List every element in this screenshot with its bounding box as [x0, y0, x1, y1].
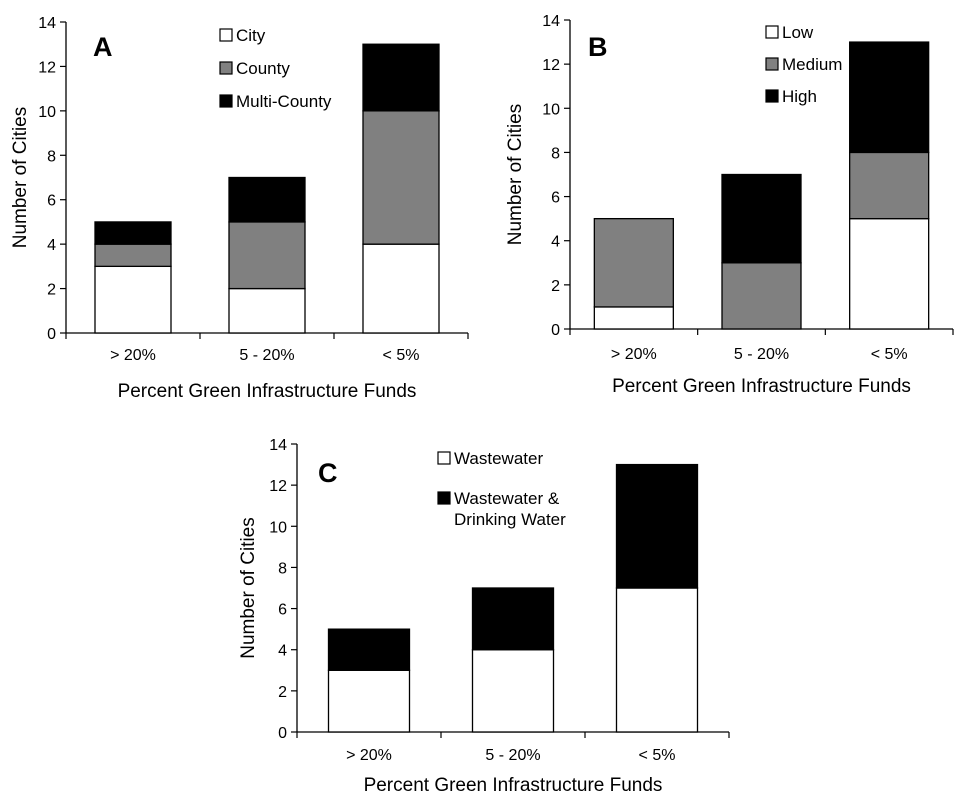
legend-swatch-county: [219, 61, 233, 75]
legend-label-high: High: [782, 87, 817, 106]
legend-label-multi-county: Multi-County: [236, 92, 332, 111]
bar-city-0: [94, 265, 172, 334]
x-tick-label-5-20: 5 - 20%: [239, 347, 294, 364]
legend-label-drinking-water: Drinking Water: [454, 510, 566, 529]
panel-a: 0 2 4 6 8 10 12 14 > 20% 5 - 20% < 5% Percent Green…: [10, 15, 469, 402]
y-axis-label: Number of Cities: [505, 104, 526, 246]
legend-label-wastewater: Wastewater: [454, 449, 543, 468]
y-tick-label-2: 2: [47, 282, 56, 299]
bar-county-2: [362, 110, 440, 245]
y-tick-label-14: 14: [542, 13, 560, 30]
y-tick-label-2: 2: [278, 684, 287, 701]
bar-city-2: [362, 243, 440, 334]
x-tick-label-5: < 5%: [639, 747, 676, 764]
y-tick-label-12: 12: [269, 478, 287, 495]
legend-swatch-low: [765, 25, 779, 39]
x-axis-label: Percent Green Infrastructure Funds: [118, 381, 417, 402]
legend-swatch-city: [219, 28, 233, 42]
bar-county-0: [94, 243, 172, 268]
y-tick-label-4: 4: [551, 234, 560, 251]
legend: Wastewater Wastewater & Drinking Water: [437, 449, 566, 529]
x-tick-label-5: < 5%: [871, 346, 908, 363]
legend-label-low: Low: [782, 23, 814, 42]
bar-medium-2: [849, 151, 930, 220]
bar-multi-county-2: [362, 43, 440, 112]
x-tick-label-5: < 5%: [383, 347, 420, 364]
bar-wastewater-drinking-water-0: [327, 628, 411, 671]
legend-label-wastewater: Wastewater &: [454, 489, 560, 508]
legend-label-county: County: [236, 59, 290, 78]
panel-letter-b: B: [588, 32, 608, 62]
x-axis-label: Percent Green Infrastructure Funds: [364, 775, 663, 795]
panel-letter-a: A: [93, 32, 113, 62]
y-tick-label-6: 6: [47, 193, 56, 210]
legend: City County Multi-County: [219, 26, 332, 111]
panel-c: 0 2 4 6 8 10 12 14 > 20% 5 - 20% < 5% Percent Green…: [238, 437, 730, 795]
x-tick-label-20: > 20%: [110, 347, 156, 364]
y-tick-label-6: 6: [278, 602, 287, 619]
bar-low-2: [849, 217, 930, 330]
bar-wastewater-1: [471, 649, 555, 733]
y-tick-label-14: 14: [269, 437, 287, 454]
y-tick-label-0: 0: [47, 326, 56, 343]
bar-county-1: [228, 221, 306, 290]
bar-low-0: [593, 306, 674, 330]
legend-label-city: City: [236, 26, 266, 45]
legend-swatch-wastewater-drinking-water: [437, 491, 451, 505]
bar-high-1: [721, 173, 802, 264]
panel-b: 0 2 4 6 8 10 12 14 > 20% 5 - 20% < 5% Percent Green…: [505, 13, 954, 397]
panel-letter-c: C: [318, 458, 338, 488]
bar-city-1: [228, 287, 306, 334]
legend-swatch-medium: [765, 57, 779, 71]
bar-high-2: [849, 41, 930, 154]
y-axis-label: Number of Cities: [238, 517, 259, 659]
bar-wastewater-0: [327, 669, 411, 733]
legend-swatch-wastewater: [437, 451, 451, 465]
x-tick-label-5-20: 5 - 20%: [734, 346, 789, 363]
bar-wastewater-drinking-water-1: [471, 587, 555, 651]
bar-wastewater-2: [615, 587, 699, 733]
y-tick-label-10: 10: [542, 101, 560, 118]
y-tick-label-0: 0: [551, 322, 560, 339]
x-axis-label: Percent Green Infrastructure Funds: [612, 376, 911, 397]
y-axis-label: Number of Cities: [10, 107, 31, 249]
legend-label-medium: Medium: [782, 55, 842, 74]
y-tick-label-4: 4: [278, 643, 287, 660]
y-tick-label-0: 0: [278, 725, 287, 742]
bar-medium-0: [593, 217, 674, 308]
y-tick-label-12: 12: [38, 59, 56, 76]
y-tick-label-10: 10: [269, 519, 287, 536]
y-tick-label-2: 2: [551, 278, 560, 295]
y-tick-label-8: 8: [551, 145, 560, 162]
y-tick-label-6: 6: [551, 190, 560, 207]
y-tick-label-12: 12: [542, 57, 560, 74]
y-tick-label-4: 4: [47, 237, 56, 254]
legend: Low Medium High: [765, 23, 842, 106]
x-tick-label-5-20: 5 - 20%: [485, 747, 540, 764]
y-tick-label-8: 8: [47, 148, 56, 165]
bar-multi-county-0: [94, 221, 172, 245]
bar-medium-1: [721, 262, 802, 330]
x-tick-label-20: > 20%: [346, 747, 392, 764]
bar-multi-county-1: [228, 176, 306, 223]
legend-swatch-high: [765, 89, 779, 103]
bar-wastewater-drinking-water-2: [615, 463, 699, 589]
y-tick-label-10: 10: [38, 104, 56, 121]
x-tick-label-20: > 20%: [611, 346, 657, 363]
y-tick-label-8: 8: [278, 560, 287, 577]
y-tick-label-14: 14: [38, 15, 56, 32]
legend-swatch-multi-county: [219, 94, 233, 108]
